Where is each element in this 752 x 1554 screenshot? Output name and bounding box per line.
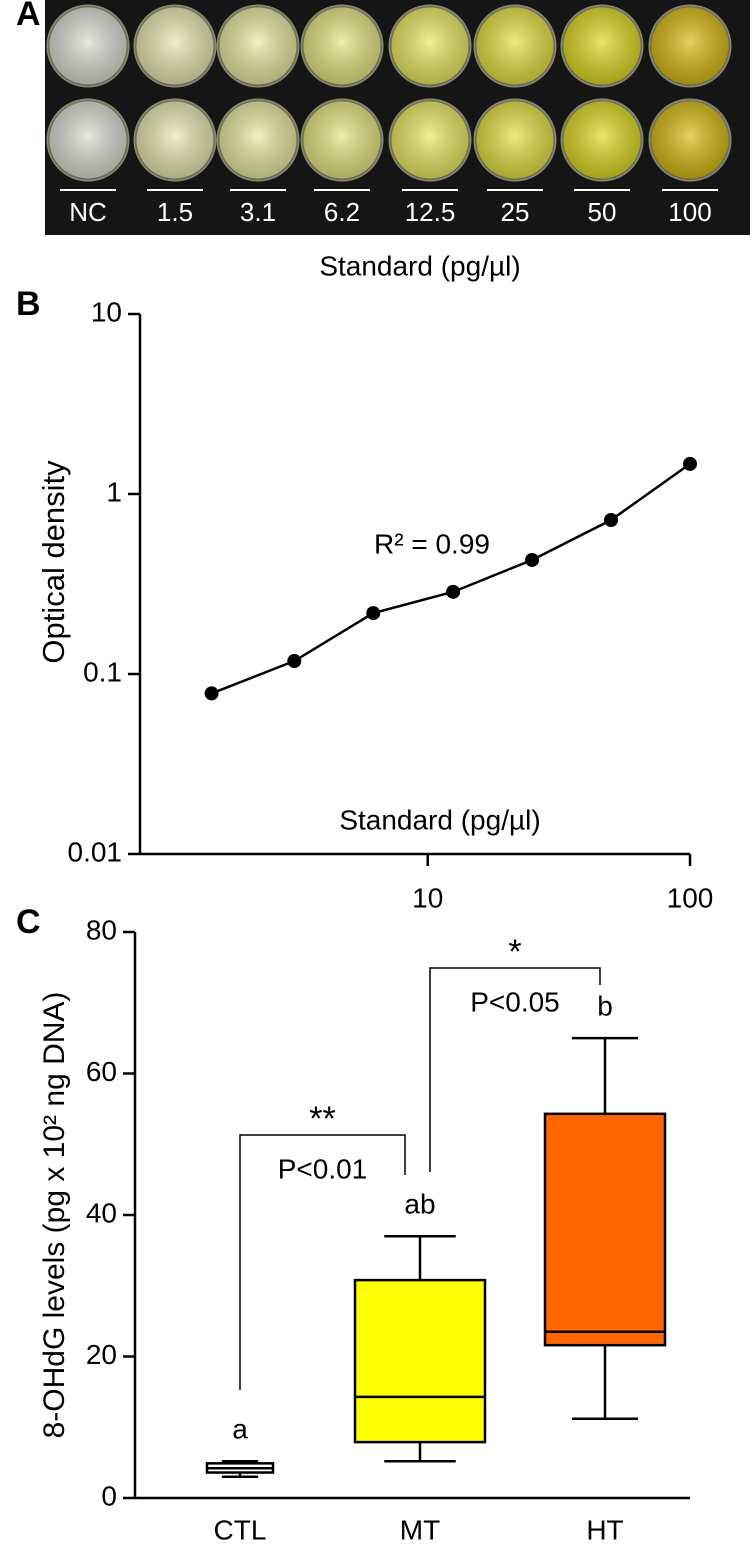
significance-stars: ** <box>309 1100 335 1138</box>
point <box>604 513 619 528</box>
plate-label: 50 <box>588 197 617 227</box>
well-shine <box>48 100 128 180</box>
point <box>366 606 381 621</box>
box <box>543 1112 667 1347</box>
well-shine <box>650 6 730 86</box>
wells: NC 1.5 3.1 6.2 12.5 25 50 100 <box>46 4 732 227</box>
well-shine <box>475 6 555 86</box>
well-shine <box>475 100 555 180</box>
bracket <box>429 967 601 1172</box>
well-shine <box>135 6 215 86</box>
y-tick-label: 0 <box>101 1480 117 1511</box>
x-tick-label: CTL <box>214 1514 267 1545</box>
line <box>211 462 691 695</box>
plate-caption: Standard (pg/µl) <box>319 250 520 281</box>
well-shine <box>48 6 128 86</box>
x-tick-label: 10 <box>412 882 443 913</box>
well-shine <box>562 6 642 86</box>
bracket <box>239 1134 406 1390</box>
y-tick-label: 0.01 <box>68 836 123 867</box>
y-tick-label: 40 <box>86 1197 117 1228</box>
point <box>204 686 219 701</box>
panel-label: C <box>16 903 41 941</box>
x-axis-label: Standard (pg/µl) <box>339 804 540 835</box>
well-shine <box>218 6 298 86</box>
y-tick-label: 20 <box>86 1339 117 1370</box>
well-shine <box>135 100 215 180</box>
group-letter: a <box>232 1414 248 1445</box>
x-tick-label: HT <box>586 1514 623 1545</box>
well-shine <box>302 6 382 86</box>
well-shine <box>390 6 470 86</box>
well-shine <box>562 100 642 180</box>
x-tick-label: MT <box>400 1514 440 1545</box>
plate-label: 12.5 <box>405 197 456 227</box>
point <box>287 654 302 669</box>
point <box>446 584 461 599</box>
well-shine <box>218 100 298 180</box>
box <box>353 1278 487 1444</box>
well-shine <box>650 100 730 180</box>
plate-label: NC <box>69 197 107 227</box>
annotation: R² = 0.99 <box>374 528 490 559</box>
plate-label: 25 <box>501 197 530 227</box>
y-axis-label: Optical density <box>36 460 71 664</box>
p-value: P<0.05 <box>470 986 560 1017</box>
point <box>525 552 540 567</box>
significance-stars: * <box>508 933 521 971</box>
plate-label: 6.2 <box>324 197 360 227</box>
y-tick-label: 0.1 <box>83 656 122 687</box>
y-tick-label: 80 <box>86 914 117 945</box>
well-shine <box>390 100 470 180</box>
y-tick-label: 10 <box>91 296 122 327</box>
y-axis-label: 8-OHdG levels (pg x 10² ng DNA) <box>38 992 71 1439</box>
y-tick-label: 1 <box>106 476 122 507</box>
plate-label: 3.1 <box>240 197 276 227</box>
group-letter: ab <box>404 1189 435 1220</box>
y-tick-label: 60 <box>86 1056 117 1087</box>
plate-label: 1.5 <box>157 197 193 227</box>
point <box>683 456 697 471</box>
x-tick-label: 100 <box>667 882 714 913</box>
well-shine <box>302 100 382 180</box>
plate-label: 100 <box>668 197 711 227</box>
panel-label: B <box>16 285 41 323</box>
panel-label: A <box>16 0 41 33</box>
group-letter: b <box>597 991 613 1022</box>
p-value: P<0.01 <box>278 1153 368 1184</box>
